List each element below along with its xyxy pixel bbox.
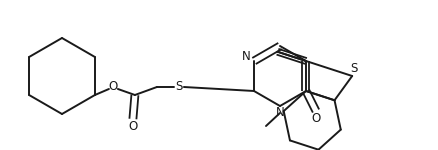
Text: O: O: [108, 81, 117, 93]
Text: S: S: [175, 81, 182, 93]
Text: O: O: [128, 120, 137, 132]
Text: N: N: [275, 106, 284, 120]
Text: S: S: [350, 61, 357, 75]
Text: N: N: [241, 51, 250, 63]
Text: O: O: [311, 111, 320, 124]
